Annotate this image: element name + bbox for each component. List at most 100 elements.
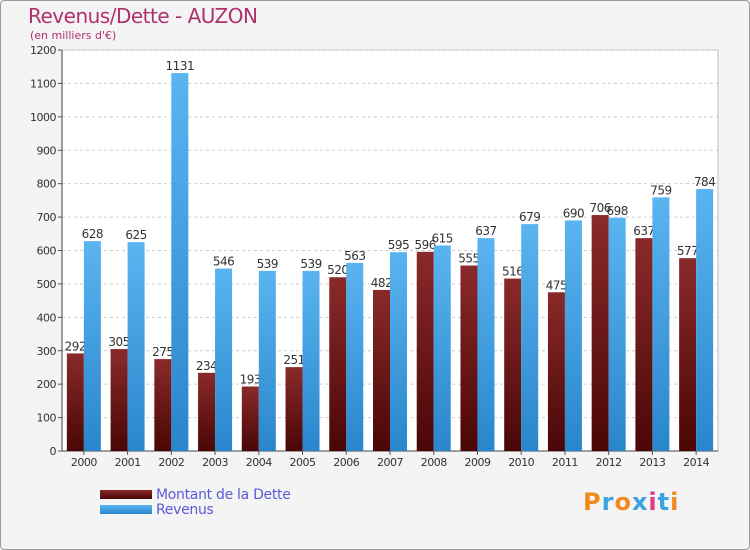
bar-revenus xyxy=(564,220,582,451)
bar-dette xyxy=(504,278,522,451)
logo-letter: P xyxy=(583,488,602,516)
data-label-dette: 706 xyxy=(589,201,610,215)
x-tick-label: 2012 xyxy=(596,456,622,469)
chart-title: Revenus/Dette - AUZON xyxy=(28,4,258,28)
data-label-revenus: 679 xyxy=(519,210,540,224)
y-tick-label: 1000 xyxy=(30,111,56,124)
bar-dette xyxy=(110,349,128,451)
logo-letter: i xyxy=(670,488,680,516)
logo-letter: r xyxy=(601,488,615,516)
bar-dette xyxy=(635,238,653,451)
y-tick-label: 200 xyxy=(37,378,57,391)
bar-dette xyxy=(66,353,84,451)
x-tick-label: 2006 xyxy=(333,456,359,469)
data-label-revenus: 637 xyxy=(475,224,496,238)
bar-revenus xyxy=(258,270,276,451)
logo-letter: o xyxy=(614,488,632,516)
x-tick-label: 2007 xyxy=(377,456,403,469)
y-tick-label: 800 xyxy=(37,178,57,191)
bar-revenus xyxy=(171,73,189,452)
data-label-dette: 637 xyxy=(633,224,654,238)
data-label-dette: 292 xyxy=(65,339,86,353)
bar-dette xyxy=(154,359,172,451)
bar-dette xyxy=(460,265,478,451)
data-label-revenus: 628 xyxy=(82,227,103,241)
bar-dette xyxy=(591,215,609,451)
chart-subtitle: (en milliers d'€) xyxy=(30,29,117,42)
x-tick-label: 2000 xyxy=(71,456,97,469)
bar-dette xyxy=(416,251,434,451)
data-label-revenus: 563 xyxy=(344,249,365,263)
x-tick-label: 2008 xyxy=(421,456,447,469)
bar-revenus xyxy=(608,217,626,451)
data-label-dette: 520 xyxy=(327,263,348,277)
legend-swatch-revenus xyxy=(100,505,152,514)
bar-revenus xyxy=(521,224,539,451)
data-label-revenus: 1131 xyxy=(166,59,195,73)
bar-dette xyxy=(285,367,303,451)
x-tick-label: 2005 xyxy=(290,456,316,469)
data-label-revenus: 615 xyxy=(432,231,453,245)
data-label-revenus: 539 xyxy=(257,257,278,271)
data-label-revenus: 595 xyxy=(388,238,409,252)
data-label-revenus: 759 xyxy=(650,183,671,197)
data-label-dette: 275 xyxy=(152,345,173,359)
bar-revenus xyxy=(652,197,670,451)
x-tick-label: 2013 xyxy=(639,456,665,469)
data-label-revenus: 539 xyxy=(300,257,321,271)
bar-revenus xyxy=(215,268,233,451)
data-label-dette: 596 xyxy=(415,238,436,252)
data-label-revenus: 690 xyxy=(563,206,584,220)
x-tick-label: 2001 xyxy=(115,456,141,469)
legend-label-dette: Montant de la Dette xyxy=(156,487,291,503)
data-label-dette: 577 xyxy=(677,244,698,258)
bar-revenus xyxy=(433,245,451,451)
y-tick-label: 300 xyxy=(37,345,57,358)
data-label-revenus: 625 xyxy=(125,228,146,242)
x-tick-label: 2011 xyxy=(552,456,578,469)
x-tick-label: 2002 xyxy=(158,456,184,469)
y-tick-label: 1200 xyxy=(30,44,56,57)
bar-revenus xyxy=(302,270,320,451)
data-label-revenus: 698 xyxy=(606,204,627,218)
x-tick-label: 2003 xyxy=(202,456,228,469)
data-label-revenus: 546 xyxy=(213,255,234,269)
y-tick-label: 900 xyxy=(37,144,57,157)
legend-label-revenus: Revenus xyxy=(156,502,214,518)
y-tick-label: 400 xyxy=(37,311,57,324)
x-tick-label: 2014 xyxy=(683,456,709,469)
y-tick-label: 600 xyxy=(37,245,57,258)
data-label-dette: 475 xyxy=(546,278,567,292)
bar-revenus xyxy=(390,252,407,451)
x-tick-label: 2010 xyxy=(508,456,534,469)
x-tick-label: 2009 xyxy=(464,456,490,469)
bar-dette xyxy=(547,292,565,451)
logo-letter: i xyxy=(648,488,658,516)
data-label-dette: 234 xyxy=(196,359,217,373)
proxiti-logo: Proxiti xyxy=(583,488,679,516)
x-tick-label: 2004 xyxy=(246,456,272,469)
data-label-dette: 251 xyxy=(283,353,304,367)
data-label-dette: 305 xyxy=(108,335,129,349)
logo-letter: t xyxy=(657,488,671,516)
bar-revenus xyxy=(477,238,495,451)
bar-revenus xyxy=(83,241,101,451)
legend-swatch-dette xyxy=(100,490,152,499)
bar-revenus xyxy=(127,242,145,451)
bar-revenus xyxy=(346,262,364,451)
data-label-dette: 516 xyxy=(502,265,523,279)
bar-dette xyxy=(679,258,697,451)
y-tick-label: 500 xyxy=(37,278,57,291)
data-label-revenus: 784 xyxy=(694,175,715,189)
bar-dette xyxy=(198,372,216,451)
data-label-dette: 555 xyxy=(458,252,479,266)
data-label-dette: 193 xyxy=(240,373,261,387)
y-tick-label: 1100 xyxy=(30,77,56,90)
bar-dette xyxy=(241,386,259,451)
bar-revenus xyxy=(696,189,714,451)
data-label-dette: 482 xyxy=(371,276,392,290)
bar-dette xyxy=(329,277,347,451)
y-tick-label: 100 xyxy=(37,412,57,425)
bar-dette xyxy=(373,289,390,451)
